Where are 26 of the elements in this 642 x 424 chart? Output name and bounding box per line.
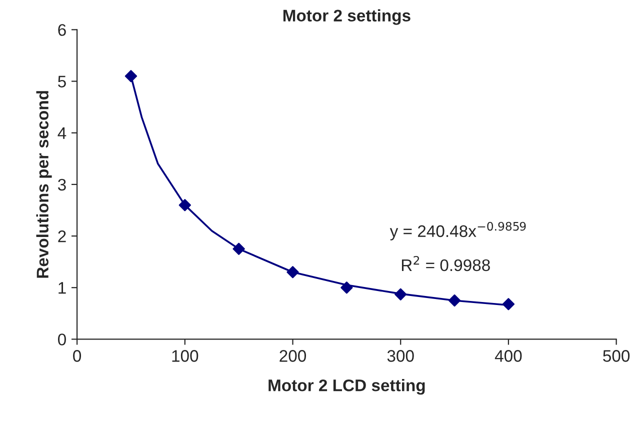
- y-tick-label: 2: [58, 230, 66, 242]
- point: [232, 242, 245, 255]
- x-tick-label: 300: [387, 350, 414, 362]
- y-tick-label: 0: [58, 334, 66, 346]
- point: [286, 266, 299, 278]
- point: [394, 288, 407, 300]
- annotation: R$^{2}$ = 0.9988: [402, 256, 490, 272]
- point: [502, 298, 515, 310]
- x-tick-label: 400: [494, 350, 522, 362]
- x-tick-label: 0: [73, 350, 82, 362]
- x-tick-label: 100: [172, 350, 198, 362]
- y-tick-label: 4: [58, 127, 66, 139]
- x-tick-label: 200: [280, 350, 306, 362]
- point: [340, 282, 353, 294]
- point: [124, 70, 138, 82]
- y-axis-title: Revolutions per second: [36, 91, 52, 278]
- point: [178, 199, 191, 212]
- y-tick-label: 3: [58, 178, 66, 191]
- point: [448, 294, 461, 307]
- y-tick-label: 5: [58, 76, 66, 88]
- chart-title: Motor 2 settings: [283, 9, 410, 25]
- x-tick-label: 500: [603, 350, 630, 362]
- y-tick-label: 1: [58, 282, 66, 294]
- x-axis-title: Motor 2 LCD setting: [268, 379, 425, 395]
- y-tick-label: 6: [58, 24, 66, 36]
- annotation: y = 240.48x$^{−0.9859}$: [390, 222, 526, 240]
